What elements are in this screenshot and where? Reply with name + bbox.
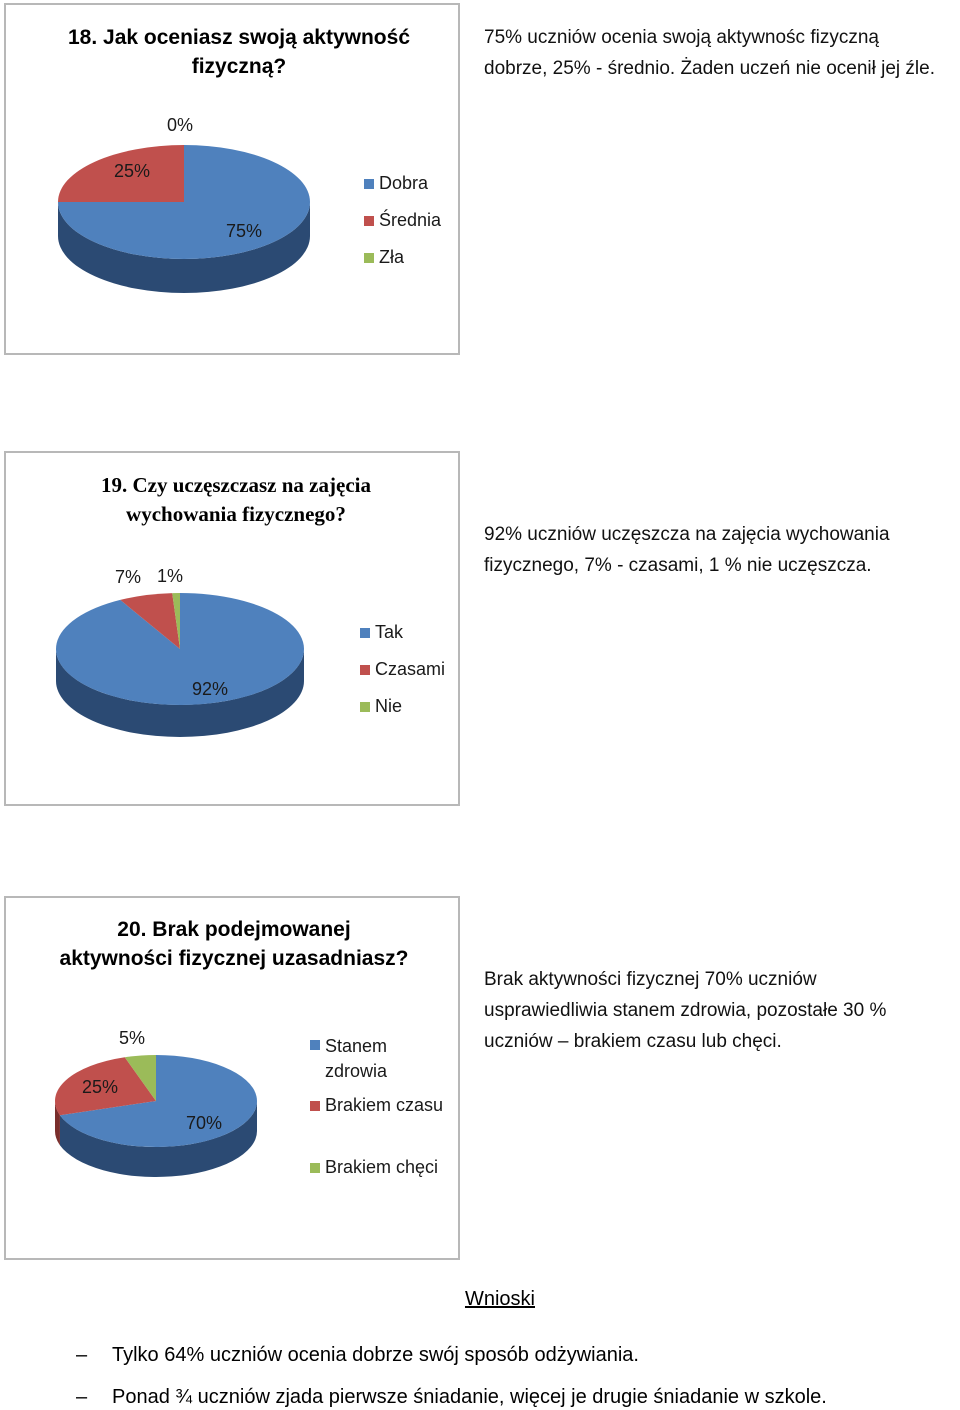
legend-swatch-brakiem-checi <box>310 1163 320 1173</box>
chart-18-box: 18. Jak oceniasz swoją aktywność fizyczn… <box>4 3 460 355</box>
pie-value-label-brakiem-czasu: 25% <box>82 1077 118 1097</box>
conclusions-heading: Wnioski <box>464 1288 535 1310</box>
chart-19-pie: 92% 7% 1% <box>55 566 304 737</box>
legend-swatch-zla <box>364 253 374 263</box>
pie-slice-stanem-zdrowia <box>59 1055 257 1147</box>
pie-value-label-srednia: 25% <box>114 161 150 181</box>
legend-swatch-srednia <box>364 216 374 226</box>
chart-18-pie: 75% 25% 0% <box>58 115 310 293</box>
pie-slice-tak <box>55 593 304 705</box>
bullet-dash: – <box>76 1344 88 1366</box>
legend-swatch-tak <box>360 628 370 638</box>
pie-side-brakiem-czasu <box>55 1101 60 1146</box>
legend-label-zla: Zła <box>379 247 405 267</box>
pie-slice-nie <box>172 593 180 649</box>
conclusion-item-text: Ponad ¾ uczniów zjada pierwsze śniadanie… <box>112 1386 827 1408</box>
chart-19-description: 92% uczniów uczęszcza na zajęcia wychowa… <box>484 524 890 576</box>
pie-value-label-tak: 92% <box>192 679 228 699</box>
chart-20-description: Brak aktywności fizycznej 70% uczniów us… <box>484 969 887 1052</box>
legend-label-brakiem-czasu: Brakiem czasu <box>325 1095 444 1115</box>
chart-18-title: 18. Jak oceniasz swoją aktywność fizyczn… <box>67 26 410 78</box>
pie-side-stanem-zdrowia <box>59 1101 257 1177</box>
chart-20-title: 20. Brak podejmowanej aktywności fizyczn… <box>59 918 409 970</box>
pie-value-label-czasami: 7% <box>115 567 141 587</box>
pie-value-label-brakiem-checi: 5% <box>119 1028 145 1048</box>
legend-label-czasami: Czasami <box>375 659 446 679</box>
chart-20-pie: 70% 25% 5% <box>54 1028 257 1177</box>
bullet-dash: – <box>76 1386 88 1408</box>
legend-swatch-brakiem-czasu <box>310 1101 320 1111</box>
pie-value-label-za: 0% <box>167 115 193 135</box>
legend-swatch-nie <box>360 702 370 712</box>
pie-slice-brakiem-czasu <box>54 1057 157 1116</box>
legend-label-dobra: Dobra <box>379 173 429 193</box>
legend-swatch-stanem-zdrowia <box>310 1040 320 1050</box>
legend-swatch-dobra <box>364 179 374 189</box>
legend-label-stanem-zdrowia: Stanem zdrowia <box>325 1036 388 1081</box>
legend-label-tak: Tak <box>375 622 404 642</box>
pie-side-tak <box>56 649 304 737</box>
pie-value-label-dobra: 75% <box>226 221 262 241</box>
pie-value-label-stanem-zdrowia: 70% <box>186 1113 222 1133</box>
pie-slice-brakiem-checi <box>124 1055 156 1101</box>
legend-label-srednia: Średnia <box>379 210 442 230</box>
pie-side-dobra <box>58 202 310 293</box>
pie-slice-srednia <box>58 145 184 202</box>
legend-label-nie: Nie <box>375 696 403 716</box>
chart-18-description: 75% uczniów ocenia swoją aktywnośc fizyc… <box>484 27 935 79</box>
chart-19-title: 19. Czy uczęszczasz na zajęcia wychowani… <box>101 473 371 526</box>
chart-19-box: 19. Czy uczęszczasz na zajęcia wychowani… <box>4 451 460 806</box>
legend-label-brakiem-checi: Brakiem chęci <box>325 1157 439 1177</box>
chart-20-box: 20. Brak podejmowanej aktywności fizyczn… <box>4 896 460 1260</box>
pie-value-label-nie: 1% <box>157 566 183 586</box>
pie-slice-czasami <box>120 593 180 649</box>
legend-swatch-czasami <box>360 665 370 675</box>
conclusion-item-text: Tylko 64% uczniów ocenia dobrze swój spo… <box>112 1344 639 1366</box>
